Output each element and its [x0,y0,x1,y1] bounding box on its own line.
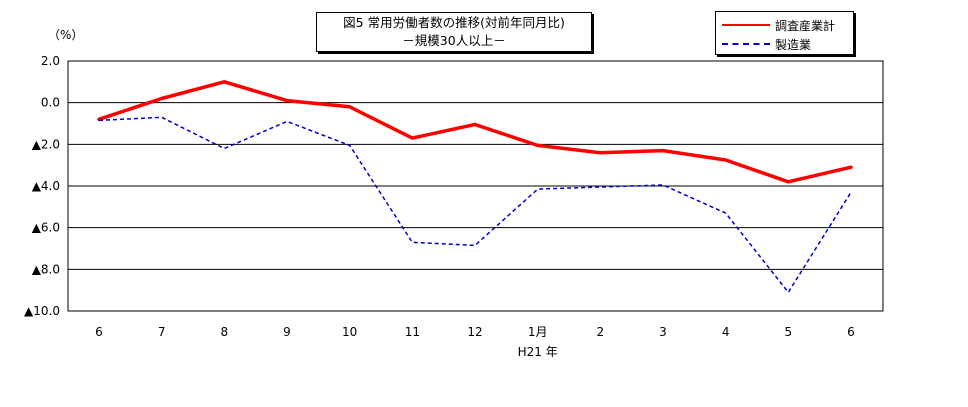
y-tick-label: ▲2.0 [32,137,60,151]
legend: 調査産業計 製造業 [715,11,854,55]
chart-subtitle: －規模30人以上－ [402,33,506,48]
series-line-manufacturing [98,116,852,294]
y-axis-unit-label: （%） [48,28,84,42]
x-tick-label: 3 [659,325,667,339]
x-tick-label: 2 [597,325,605,339]
y-tick-label: ▲6.0 [32,221,60,235]
x-tick-label: 6 [847,325,855,339]
y-tick-label: 0.0 [41,96,60,110]
legend-item-manufacturing: 製造業 [722,36,811,52]
series-lines [97,80,853,294]
y-tick-label: ▲10.0 [24,304,60,318]
x-tick-label: 9 [283,325,291,339]
x-tick-label: 4 [722,325,730,339]
x-tick-label: 12 [467,325,482,339]
x-axis-year-label: H21 年 [518,345,558,359]
chart-title-box: 図5 常用労働者数の推移(対前年同月比) －規模30人以上－ [316,12,592,52]
gridlines [68,102,883,270]
x-tick-label: 10 [342,325,357,339]
x-tick-label: 8 [221,325,229,339]
y-axis-ticks: 2.0 0.0 ▲2.0 ▲4.0 ▲6.0 ▲8.0 ▲10.0 [24,54,60,318]
x-tick-label: 1月 [528,325,548,339]
series-line-all-industries [97,80,853,184]
x-tick-label: 11 [405,325,420,339]
y-tick-label: ▲4.0 [32,179,60,193]
x-tick-label: 7 [158,325,166,339]
plot-area [67,60,884,312]
legend-swatch-dashed-blue [722,43,770,45]
x-axis-ticks: 6 7 8 9 10 11 12 1月 2 3 4 5 6 [95,325,855,339]
x-tick-label: 6 [95,325,103,339]
legend-item-all-industries: 調査産業計 [722,17,835,33]
x-tick-label: 5 [785,325,793,339]
y-tick-label: ▲8.0 [32,262,60,276]
chart-title: 図5 常用労働者数の推移(対前年同月比) [343,15,565,30]
legend-swatch-solid-red [722,24,770,26]
legend-label: 調査産業計 [775,18,836,33]
legend-label: 製造業 [775,37,812,52]
y-tick-label: 2.0 [41,54,60,68]
